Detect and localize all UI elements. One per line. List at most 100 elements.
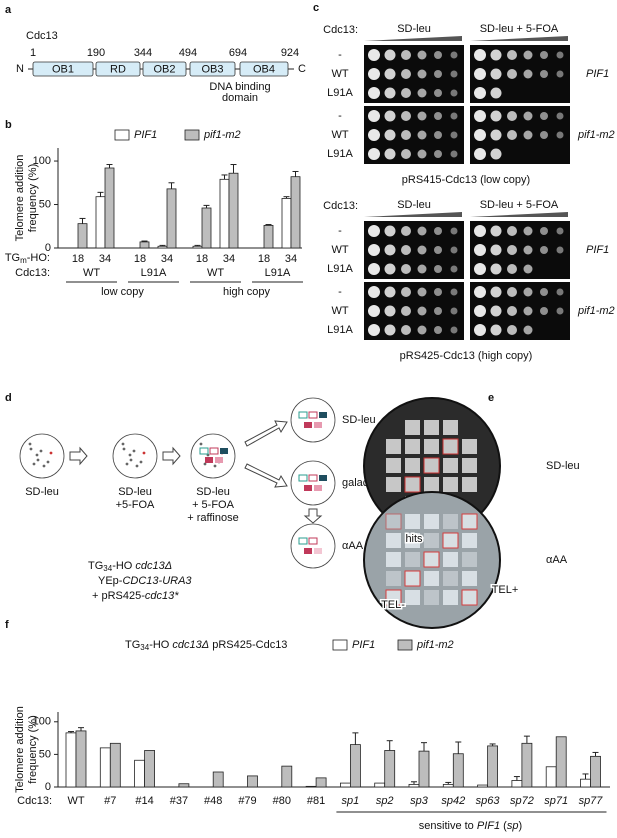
yeast-spot [450, 307, 458, 315]
domain-note: domain [222, 92, 258, 104]
yeast-spot [490, 68, 502, 80]
arrow [162, 446, 181, 466]
legend-label: pif1-m2 [416, 639, 454, 651]
domain-box [142, 61, 187, 77]
bar [511, 780, 523, 788]
panel-letter: a [5, 4, 12, 16]
yeast-spot [540, 288, 548, 296]
yeast-spot [368, 244, 380, 256]
yeast-spot [417, 245, 427, 255]
residue-number: 1 [30, 47, 36, 59]
patch [424, 571, 439, 586]
yeast-spot [490, 305, 502, 317]
bar [201, 207, 212, 249]
yeast-spot [556, 131, 564, 139]
yeast-spot [474, 286, 486, 298]
yeast-spot [401, 111, 411, 121]
yeast-spot [401, 88, 411, 98]
patch [298, 411, 308, 419]
y-tick-label: 0 [45, 242, 51, 254]
x-tick-label: 18 [72, 253, 84, 265]
residue-number: 494 [179, 47, 197, 59]
colony [36, 458, 40, 462]
petri-dish [190, 433, 236, 479]
patch [386, 552, 401, 567]
plate-annotation: hits [405, 533, 423, 545]
domain-box [189, 61, 236, 77]
y-axis-label: frequency (%) [27, 715, 39, 783]
yeast-spot [368, 49, 380, 61]
bar [384, 750, 396, 788]
x-tick-label: sp1 [342, 795, 360, 807]
yeast-spot [450, 89, 458, 97]
patch [386, 458, 401, 473]
patch [385, 589, 402, 606]
yeast-spot [401, 245, 411, 255]
yeast-spot [384, 244, 396, 256]
patch [386, 477, 401, 492]
colony [29, 447, 33, 451]
yeast-spot [507, 306, 517, 316]
patch [199, 447, 209, 455]
yeast-spot [417, 149, 427, 159]
colony [49, 451, 53, 455]
petri-dish [290, 523, 336, 569]
bar [228, 172, 239, 249]
yeast-spot [490, 263, 502, 275]
yeast-spot [401, 325, 411, 335]
bar [104, 167, 115, 249]
plate-label: SD-leu [118, 486, 152, 498]
yeast-spot [368, 263, 380, 275]
plate-label: αAA [546, 554, 568, 566]
yeast-spot [384, 263, 396, 275]
colony [121, 442, 125, 446]
plate-image [364, 45, 464, 103]
bar [157, 245, 168, 249]
patch [442, 438, 459, 455]
patch [424, 477, 439, 492]
strain-label: PIF1 [586, 68, 609, 80]
row-label: - [338, 110, 342, 122]
yeast-spot [434, 307, 442, 315]
yeast-spot [417, 306, 427, 316]
yeast-spot [368, 324, 380, 336]
colony [129, 458, 133, 462]
yeast-spot [368, 110, 380, 122]
yeast-spot [434, 150, 442, 158]
patch [462, 458, 477, 473]
yeast-spot [417, 88, 427, 98]
patch [404, 570, 421, 587]
yeast-spot [540, 307, 548, 315]
x-tick-label: #79 [238, 795, 256, 807]
bar [339, 782, 351, 788]
patch [405, 420, 420, 435]
y-axis-label: frequency (%) [27, 164, 39, 232]
yeast-spot [523, 287, 533, 297]
bar [166, 188, 177, 249]
residue-number: 694 [229, 47, 247, 59]
petri-dish [290, 397, 336, 443]
genotype-part: cdc13Δ [135, 560, 172, 572]
yeast-spot [434, 326, 442, 334]
yeast-spot [368, 87, 380, 99]
legend-swatch [332, 639, 348, 651]
medium-label: SD-leu + 5-FOA [480, 23, 559, 35]
medium-label: SD-leu + 5-FOA [480, 199, 559, 211]
yeast-spot [507, 50, 517, 60]
plate-image [470, 282, 570, 340]
yeast-spot [450, 288, 458, 296]
row-label: L91A [327, 324, 353, 336]
yeast-spot [490, 244, 502, 256]
y-axis-label: Telomere addition [14, 706, 26, 793]
patch [443, 477, 458, 492]
plate-caption: pRS425-Cdc13 (high copy) [400, 350, 533, 362]
patch [443, 458, 458, 473]
yeast-spot [523, 69, 533, 79]
yeast-spot [556, 288, 564, 296]
bar [477, 784, 489, 788]
domain-box [95, 61, 141, 77]
group-label: high copy [223, 286, 271, 298]
colony [42, 464, 46, 468]
yeast-spot [540, 227, 548, 235]
